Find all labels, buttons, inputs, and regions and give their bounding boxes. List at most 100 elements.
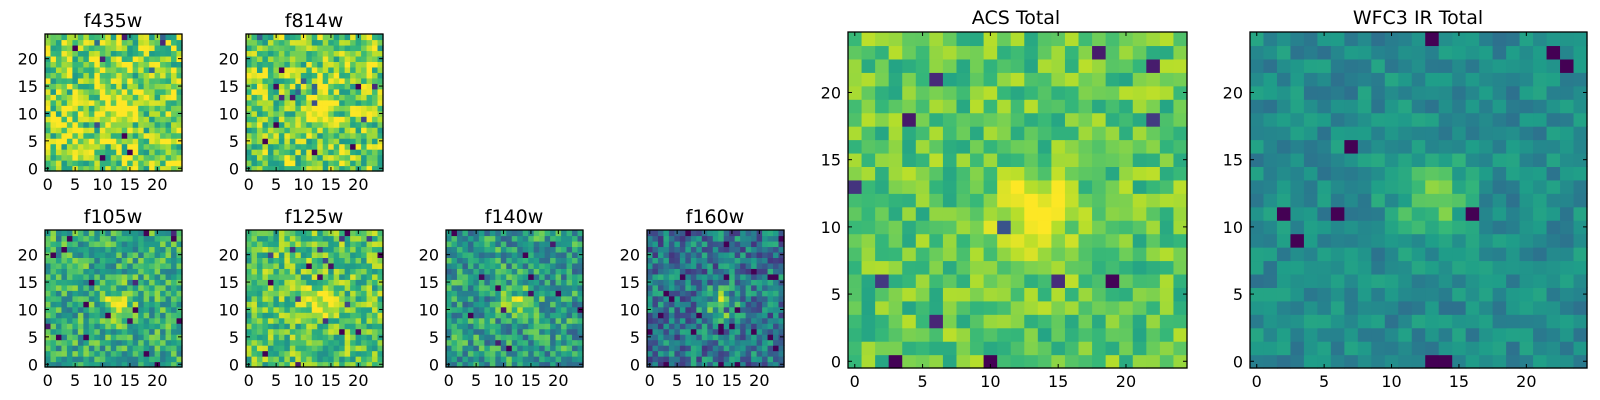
heatmap-cell — [1064, 260, 1080, 275]
heatmap-cell — [361, 273, 368, 280]
heatmap-cell — [127, 55, 134, 62]
heatmap-cell — [970, 45, 985, 60]
heatmap-cell — [1438, 341, 1453, 356]
heatmap-cell — [328, 132, 335, 139]
heatmap-cell — [561, 306, 568, 313]
heatmap-cell — [256, 295, 264, 302]
heatmap-cell — [350, 143, 357, 150]
heatmap-cell — [110, 50, 117, 57]
heatmap-cell — [171, 361, 178, 368]
heatmap-cell — [1105, 99, 1120, 114]
heatmap-cell — [997, 126, 1012, 141]
heatmap-cell — [1064, 99, 1080, 114]
heatmap-cell — [970, 300, 985, 315]
heatmap-cell — [1064, 193, 1080, 208]
heatmap-cell — [875, 314, 890, 329]
heatmap-cell — [745, 317, 752, 324]
heatmap-cell — [522, 273, 529, 280]
heatmap-cell — [861, 341, 876, 356]
heatmap-cell — [94, 105, 101, 112]
heatmap-cell — [1560, 354, 1575, 369]
heatmap-cell — [66, 66, 73, 73]
heatmap-cell — [284, 116, 291, 123]
heatmap-cell — [262, 284, 269, 291]
heatmap-cell — [1492, 287, 1507, 302]
heatmap-cell — [712, 251, 719, 258]
heatmap-cell — [77, 339, 84, 346]
heatmap-cell — [544, 246, 551, 253]
heatmap-cell — [1425, 179, 1440, 194]
heatmap-cell — [306, 328, 313, 335]
heatmap-cell — [997, 72, 1012, 87]
heatmap-cell — [1546, 206, 1561, 221]
heatmap-cell — [366, 77, 373, 84]
heatmap-cell — [902, 341, 917, 356]
heatmap-cell — [273, 50, 280, 57]
heatmap-cell — [154, 55, 161, 62]
heatmap-cell — [929, 300, 944, 315]
heatmap-cell — [339, 345, 346, 352]
heatmap-cell — [701, 328, 708, 335]
heatmap-cell — [467, 235, 474, 242]
heatmap-cell — [1064, 152, 1080, 167]
heatmap-cell — [344, 34, 351, 41]
heatmap-cell — [506, 317, 513, 324]
heatmap-cell — [456, 317, 464, 324]
heatmap-cell — [528, 262, 535, 269]
heatmap-cell — [94, 235, 101, 242]
heatmap-cell — [446, 257, 453, 264]
heatmap-cell — [361, 72, 368, 79]
heatmap-cell — [550, 361, 557, 368]
heatmap-cell — [1330, 166, 1345, 181]
heatmap-cell — [473, 279, 480, 286]
heatmap-cell — [45, 290, 52, 297]
heatmap-cell — [116, 132, 123, 139]
heatmap-cell — [478, 323, 485, 330]
heatmap-cell — [251, 251, 258, 258]
heatmap-cell — [160, 39, 167, 46]
heatmap-cell — [712, 257, 719, 264]
heatmap-cell — [929, 247, 944, 262]
heatmap-cell — [116, 50, 123, 57]
heatmap-cell — [456, 290, 464, 297]
heatmap-cell — [72, 55, 79, 62]
heatmap-cell — [1452, 341, 1467, 356]
heatmap-cell — [127, 44, 134, 52]
heatmap-cell — [707, 312, 714, 319]
heatmap-cell — [154, 83, 161, 90]
heatmap-cell — [149, 312, 156, 319]
heatmap-cell — [1037, 152, 1052, 167]
heatmap-cell — [929, 193, 944, 208]
heatmap-cell — [350, 262, 357, 269]
heatmap-cell — [1159, 341, 1175, 356]
heatmap-cell — [1465, 354, 1480, 369]
heatmap-cell — [267, 240, 274, 248]
heatmap-cell — [311, 290, 318, 297]
heatmap-cell — [707, 339, 714, 346]
heatmap-cell — [942, 206, 958, 221]
heatmap-cell — [322, 246, 329, 253]
heatmap-cell — [983, 354, 998, 369]
heatmap-cell — [350, 339, 357, 346]
heatmap-cell — [45, 257, 52, 264]
heatmap-cell — [1357, 179, 1372, 194]
heatmap-cell — [262, 317, 269, 324]
heatmap-cell — [1479, 287, 1494, 302]
heatmap-cell — [652, 246, 659, 253]
heatmap-cell — [77, 295, 84, 302]
heatmap-cell — [1024, 166, 1039, 181]
heatmap-cell — [176, 39, 183, 46]
heatmap-cell — [679, 339, 686, 346]
heatmap-cell — [121, 323, 128, 330]
heatmap-cell — [66, 127, 73, 134]
heatmap-cell — [983, 126, 998, 141]
heatmap-cell — [875, 32, 890, 47]
heatmap-cell — [1051, 193, 1066, 208]
heatmap-cell — [317, 279, 324, 286]
heatmap-cell — [289, 262, 296, 269]
heatmap-cell — [328, 273, 335, 280]
heatmap-cell — [478, 361, 485, 368]
heatmap-cell — [149, 83, 156, 90]
heatmap-cell — [456, 312, 464, 319]
heatmap-cell — [861, 247, 876, 262]
